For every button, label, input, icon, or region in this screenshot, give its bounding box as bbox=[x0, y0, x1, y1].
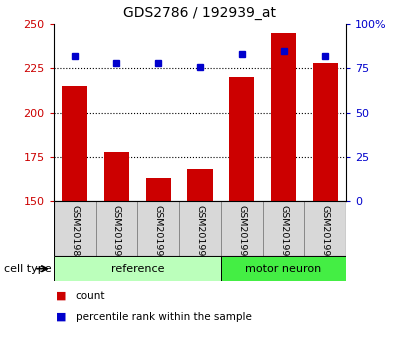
Text: GSM201991: GSM201991 bbox=[154, 205, 163, 263]
Bar bbox=[221, 256, 346, 281]
Text: GSM201993: GSM201993 bbox=[237, 205, 246, 263]
Bar bbox=[229, 77, 254, 201]
Title: GDS2786 / 192939_at: GDS2786 / 192939_at bbox=[123, 6, 277, 20]
Bar bbox=[62, 86, 87, 201]
Bar bbox=[304, 201, 346, 256]
Bar bbox=[96, 201, 137, 256]
Text: percentile rank within the sample: percentile rank within the sample bbox=[76, 312, 252, 322]
Bar bbox=[221, 201, 263, 256]
Bar bbox=[313, 63, 338, 201]
Text: ■: ■ bbox=[56, 312, 66, 322]
Text: GSM201989: GSM201989 bbox=[70, 205, 79, 263]
Bar bbox=[146, 178, 171, 201]
Text: GSM201994: GSM201994 bbox=[279, 205, 288, 263]
Bar bbox=[104, 152, 129, 201]
Text: GSM201990: GSM201990 bbox=[112, 205, 121, 263]
Text: GSM201995: GSM201995 bbox=[321, 205, 330, 263]
Text: cell type: cell type bbox=[4, 264, 52, 274]
Bar bbox=[179, 201, 221, 256]
Bar bbox=[54, 201, 96, 256]
Bar bbox=[137, 201, 179, 256]
Text: reference: reference bbox=[111, 264, 164, 274]
Bar bbox=[54, 256, 221, 281]
Text: count: count bbox=[76, 291, 105, 301]
Text: motor neuron: motor neuron bbox=[246, 264, 322, 274]
Bar bbox=[187, 169, 213, 201]
Text: GSM201992: GSM201992 bbox=[195, 205, 205, 263]
Bar bbox=[271, 33, 296, 201]
Bar bbox=[263, 201, 304, 256]
Text: ■: ■ bbox=[56, 291, 66, 301]
